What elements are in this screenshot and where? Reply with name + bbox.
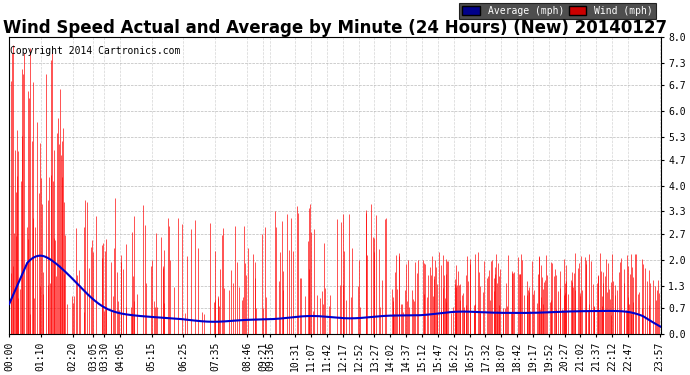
Legend: Average (mph), Wind (mph): Average (mph), Wind (mph) — [460, 3, 656, 19]
Title: Wind Speed Actual and Average by Minute (24 Hours) (New) 20140127: Wind Speed Actual and Average by Minute … — [3, 19, 667, 37]
Text: Copyright 2014 Cartronics.com: Copyright 2014 Cartronics.com — [10, 46, 180, 56]
